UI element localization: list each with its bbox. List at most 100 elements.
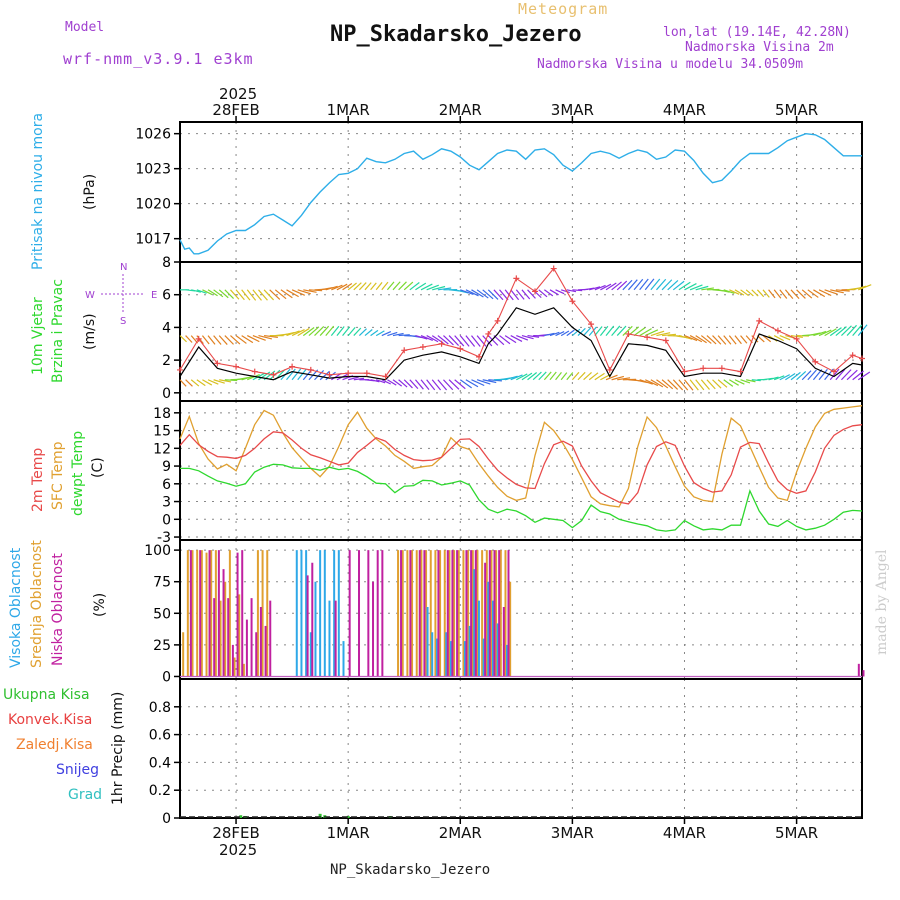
temperature-ytick-label: 12 [153,441,171,457]
wind-direction-arrow [370,329,379,337]
wind-direction-arrow [426,379,436,391]
wind-direction-arrow [185,335,193,343]
wind-direction-arrow [527,372,538,381]
wind-direction-arrow [723,379,734,387]
wind-direction-arrow [420,283,433,291]
wind-direction-arrow [370,282,377,291]
pressure-ytick-label: 1020 [135,197,171,213]
day-label-bottom: 28FEB [212,824,259,842]
wind-direction-arrow [191,289,201,293]
wind-direction-arrow [852,370,864,381]
wind-direction-arrow [616,325,627,336]
wind-direction-arrow [801,370,812,381]
wind-direction-arrow [729,289,740,295]
wind-direction-arrow [718,289,730,293]
wind-direction-arrow [336,326,345,336]
wind-direction-arrow [829,368,840,381]
wind-direction-arrow [701,287,714,291]
wind-direction-arrow [779,374,790,381]
wind-direction-arrow [689,284,703,291]
wind-direction-arrow [594,284,606,291]
wind-direction-arrow [330,325,340,336]
wind-gust-marker [307,366,314,373]
wind-direction-arrow [627,279,638,291]
wind-direction-arrow [190,379,200,387]
wind-gust-marker [419,344,426,351]
wind-direction-arrow [824,328,837,337]
wind-direction-arrow [527,289,536,299]
wind-ytick-label: 2 [162,353,171,369]
wind-direction-arrow [723,335,732,345]
temperature-panel-frame [179,400,863,541]
wind-direction-arrow [572,289,583,292]
wind-direction-arrow [291,329,305,337]
dewpt-line [180,463,863,532]
wind-direction-arrow [392,281,401,291]
clouds-ytick-label: 50 [153,606,171,622]
wind-direction-arrow [650,379,664,388]
wind-direction-arrow [230,289,240,300]
wind-direction-arrow [297,289,311,295]
wind-direction-arrow [645,379,659,387]
wind-direction-arrow [258,335,273,340]
wind-direction-arrow [734,289,745,296]
wind-gust-marker [475,353,482,360]
wind-direction-arrow [830,289,844,294]
wind-ytick-label: 4 [162,320,171,336]
wind-direction-arrow [510,374,523,381]
wind-gust-marker [438,340,445,347]
wind-direction-arrow [353,327,362,336]
wind-direction-arrow [264,334,278,338]
wind-direction-arrow [482,289,494,300]
wind-gust-marker [849,352,856,359]
wind-gust-marker [756,317,763,324]
wind-direction-arrow [644,278,655,291]
day-label-bottom: 2MAR [439,824,482,842]
wind-direction-arrow [650,278,661,291]
day-label-bottom: 4MAR [663,824,706,842]
model-label: Model [65,20,105,35]
wind-direction-arrow [269,289,281,300]
wind-direction-arrow [785,372,796,381]
wind-direction-arrow [544,289,554,297]
wind-direction-arrow [622,279,633,291]
wind-direction-arrow [454,335,465,347]
wind-direction-arrow [314,370,325,381]
wind-direction-arrow [409,282,420,291]
wind-direction-arrow [274,289,287,300]
wind-direction-arrow [235,289,245,301]
wind-direction-arrow [650,330,665,337]
wind-direction-arrow [196,335,204,345]
day-label-top: 28FEB [212,101,259,119]
wind-direction-arrow [487,289,499,300]
wind-direction-arrow [347,326,356,336]
wind-direction-arrow [678,281,691,291]
wind-direction-arrow [807,289,819,298]
wind-direction-arrow [213,379,225,384]
wind-direction-arrow [689,379,699,391]
wind-direction-arrow [712,379,722,389]
wind-direction-arrow [773,335,784,342]
wind-direction-arrow [712,335,722,345]
wind-direction-arrow [684,283,697,291]
wind-direction-arrow [353,282,362,291]
wind-direction-arrow [521,289,531,300]
wind-direction-arrow [302,327,315,337]
wind-direction-arrow [219,379,232,383]
wind-direction-arrow [532,371,542,381]
wind-direction-arrow [790,289,800,300]
wind-direction-arrow [342,282,353,291]
wind-direction-arrow [381,379,391,385]
pressure-ytick-label: 1023 [135,162,171,178]
wind-direction-arrow [818,368,828,381]
precip-ytick-label: 0.6 [149,728,171,744]
wind-direction-arrow [224,335,234,345]
wind-direction-arrow [616,280,628,291]
wind-direction-arrow [835,289,850,292]
wind-gust-marker [644,334,651,341]
precip-ytick-label: 0.2 [149,783,171,799]
wind-direction-arrow [420,379,430,390]
wind-direction-arrow [179,379,187,387]
temperature-ytick-label: 3 [162,495,171,511]
wind-direction-arrow [403,281,414,291]
